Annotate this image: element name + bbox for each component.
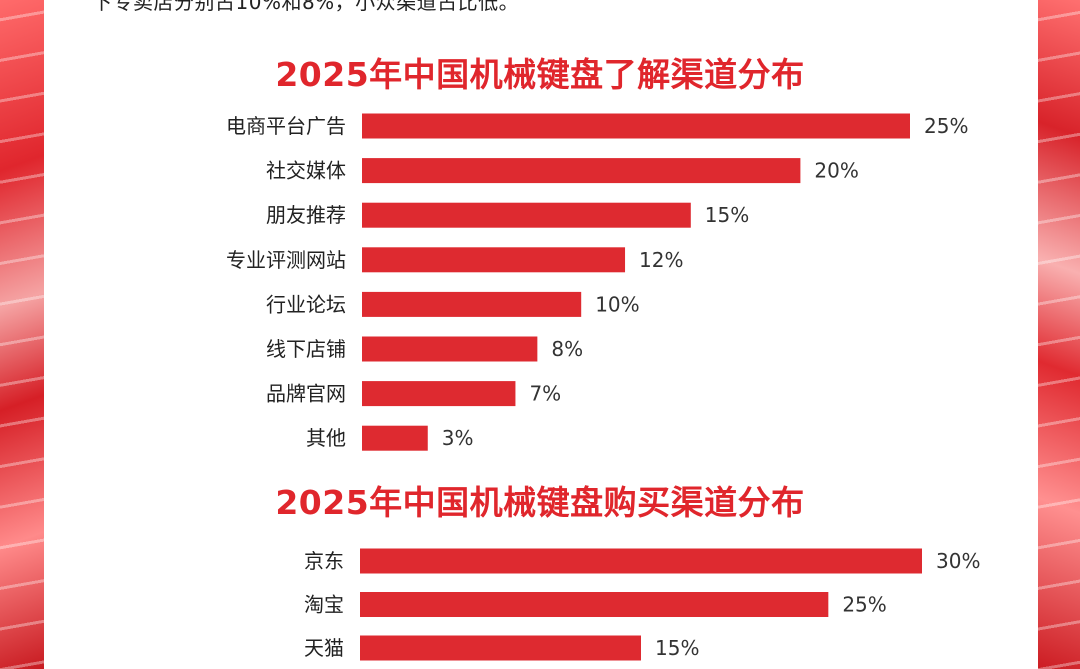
value-label: 25%	[924, 114, 968, 138]
bar	[362, 158, 801, 184]
category-label: 天猫	[304, 636, 344, 660]
chart-title-purchase: 2025年中国机械键盘购买渠道分布	[275, 483, 805, 522]
category-label: 社交媒体	[266, 159, 346, 183]
category-label: 淘宝	[304, 593, 344, 617]
intro-text: 下专卖店分别占10%和8%，小众渠道占比低。	[92, 0, 520, 14]
purchase-channel-bar-chart: 京东 30% 淘宝 25% 天猫 15%	[304, 548, 980, 661]
value-label: 12%	[639, 248, 683, 272]
value-label: 15%	[655, 636, 699, 660]
bar	[362, 425, 428, 451]
category-label: 品牌官网	[266, 382, 346, 406]
category-label: 线下店铺	[266, 337, 346, 361]
bar	[362, 336, 538, 362]
bar	[360, 592, 829, 617]
category-label: 其他	[306, 426, 346, 450]
bar	[360, 635, 641, 661]
right-decorative-border	[1038, 0, 1080, 669]
awareness-channel-bar-chart: 电商平台广告 25% 社交媒体 20% 朋友推荐 15% 专业评测网站 12% 行业论坛 10% 线…	[226, 113, 968, 451]
chart-title-awareness: 2025年中国机械键盘了解渠道分布	[275, 55, 805, 94]
category-label: 朋友推荐	[266, 203, 346, 227]
bar	[362, 247, 626, 273]
bar	[362, 291, 582, 317]
bar	[362, 381, 516, 407]
bar	[362, 113, 910, 139]
bar	[362, 202, 691, 228]
value-label: 10%	[595, 292, 639, 316]
value-label: 30%	[936, 549, 980, 573]
bar	[360, 548, 922, 574]
value-label: 7%	[529, 382, 561, 406]
category-label: 专业评测网站	[226, 248, 346, 272]
left-decorative-border	[0, 0, 44, 669]
value-label: 25%	[842, 593, 886, 617]
value-label: 3%	[442, 426, 474, 450]
category-label: 行业论坛	[266, 292, 346, 316]
category-label: 京东	[304, 549, 344, 573]
category-label: 电商平台广告	[226, 114, 346, 138]
value-label: 20%	[814, 159, 858, 183]
value-label: 8%	[551, 337, 583, 361]
value-label: 15%	[705, 203, 749, 227]
